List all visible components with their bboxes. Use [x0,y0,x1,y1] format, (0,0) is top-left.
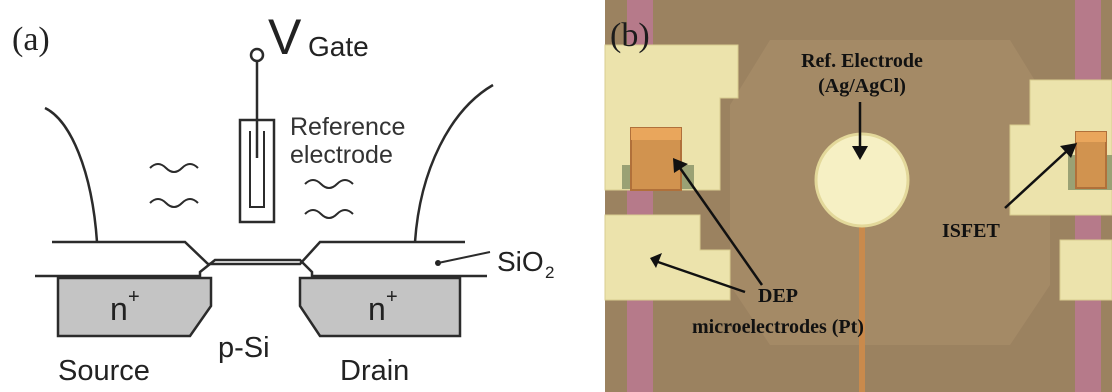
dep-pad-bottom [604,214,731,301]
isfet-label: ISFET [942,220,1000,242]
dep-label-line1: DEP [758,285,798,307]
dep-arrow-bottom [657,260,746,294]
electrolyte-waves [149,163,354,219]
panel-b: (b) Ref. Electrode (Ag/AgCl) ISFET DEP m… [604,0,1112,392]
wave-mark [304,179,354,189]
ref-electrode-label-line1: Ref. Electrode [801,50,923,72]
panel-a-label: (a) [12,21,50,58]
gate-oxide-top [52,240,465,266]
container-wall-left [44,106,99,243]
isfet-arrowhead [1060,143,1077,158]
isfet-arrow [1004,149,1069,209]
right-pad-lower [1059,239,1112,301]
drain-doping-sup: + [386,286,398,308]
wave-mark [304,209,354,219]
dep-label-line2: microelectrodes (Pt) [692,316,864,338]
reference-electrode-inner [249,131,265,208]
source-region [56,276,213,338]
gate-voltage-label: V [268,9,302,65]
substrate-label: p-Si [218,332,270,364]
reference-electrode-label-line1: Reference [290,113,405,141]
gate-voltage-subscript: Gate [308,31,369,62]
isfet-contact-highlight [1076,132,1106,142]
ref-electrode-label-line2: (Ag/AgCl) [818,75,906,97]
dep-arrow-bottom-head [650,253,662,268]
panel-b-label: (b) [610,17,650,54]
gate-oxide-bottom [35,258,487,278]
dep-contact-highlight [631,128,681,140]
drain-doping-label: n [368,291,386,327]
drain-label: Drain [340,355,409,387]
gate-terminal-icon [249,47,265,63]
dep-arrow-top-head [673,158,688,173]
panel-a: (a) V Gate Reference electrode SiO 2 [12,9,554,387]
drain-region [298,276,462,338]
container-wall-right [413,83,494,243]
dep-arrow-top [678,167,764,286]
reference-electrode-label-line2: electrode [290,141,393,169]
wave-mark [149,198,199,208]
ref-electrode-arrowhead [852,146,868,160]
oxide-label: SiO [497,246,544,277]
annotation-arrows [650,102,1077,294]
reference-electrode-disk [814,132,910,228]
oxide-pointer-line [437,251,491,264]
source-doping-label: n [110,291,128,327]
oxide-label-subscript: 2 [545,263,554,282]
source-doping-sup: + [128,286,140,308]
source-label: Source [58,355,150,387]
reference-electrode-body [238,118,276,224]
reference-trace [859,220,865,392]
wave-mark [149,163,199,173]
